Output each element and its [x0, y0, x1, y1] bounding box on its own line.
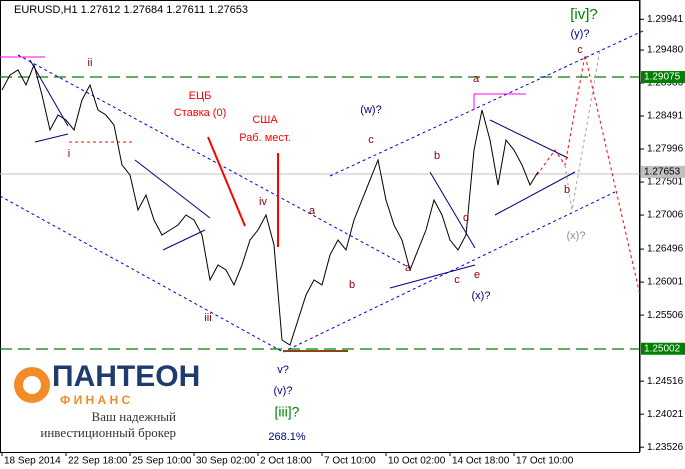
wave-label: (x)?: [567, 230, 586, 242]
x-tick-label: 17 Oct 10:00: [516, 456, 574, 467]
wave-label: a: [473, 73, 480, 85]
wave-label: i: [68, 148, 70, 160]
wave-label: d: [463, 212, 469, 224]
plot-frame: [0, 0, 640, 453]
y-tick-label: 1.25506: [647, 310, 684, 321]
channel-line: [17, 54, 411, 269]
wave-label: a: [309, 205, 316, 217]
wave-label: (x)?: [472, 290, 491, 302]
x-tick-label: 14 Oct 18:00: [452, 456, 510, 467]
trend-line: [134, 159, 211, 219]
wave-label: iii: [204, 312, 211, 324]
y-tick-label: 1.29480: [647, 45, 684, 56]
wave-label: iv: [259, 196, 267, 208]
wave-label: a: [405, 262, 412, 274]
wave-label: b: [434, 150, 440, 162]
y-tick-label: 1.24021: [647, 409, 684, 420]
wave-label: Ставка (0): [174, 107, 227, 119]
wave-label: c: [368, 134, 374, 146]
chart-title: EURUSD,H1 1.27612 1.27684 1.27611 1.2765…: [14, 4, 248, 16]
logo-text: Ваш надежный: [92, 409, 176, 424]
logo-name: ПАНТЕОН: [52, 360, 200, 393]
wave-label: c: [577, 44, 583, 56]
x-tick-label: 30 Sep 02:00: [196, 456, 256, 467]
level-label: 1.29075: [644, 72, 681, 83]
x-tick-label: 25 Sep 10:00: [132, 456, 192, 467]
logo-sub: Ф И Н А Н С: [60, 393, 131, 407]
wave-label: b: [564, 184, 570, 196]
level-box: [641, 165, 685, 178]
trend-line: [389, 264, 476, 289]
logo-text: инвестиционный брокер: [40, 425, 176, 440]
wave-label: (w)?: [360, 104, 381, 116]
trend-line: [494, 171, 576, 216]
x-tick-label: 10 Oct 02:00: [388, 456, 446, 467]
wave-label: (y)?: [571, 28, 590, 40]
trend-line: [429, 171, 476, 249]
event-line: [207, 136, 246, 227]
trend-line: [34, 133, 69, 143]
level-label: 1.27653: [644, 167, 681, 178]
wave-label: b: [349, 279, 355, 291]
y-tick-label: 1.27996: [647, 144, 684, 155]
wave-label: (v)?: [274, 385, 293, 397]
y-tick-label: 1.28491: [647, 111, 684, 122]
wave-label: e: [474, 269, 480, 281]
level-label: 1.25002: [644, 343, 681, 354]
price-line: [1, 63, 539, 346]
wave-label: [iv]?: [570, 6, 598, 23]
y-tick-label: 1.27501: [647, 177, 684, 188]
trend-line: [29, 59, 69, 127]
y-tick-label: 1.26001: [647, 277, 684, 288]
wave-label: c: [454, 274, 460, 286]
wave-label: ЕЦБ: [189, 90, 212, 102]
level-box: [641, 342, 685, 355]
trendlines: [0, 29, 646, 353]
logo: ПАНТЕОН Ф И Н А Н С Ваш надежный инвести…: [14, 360, 200, 440]
x-tick-label: 2 Oct 18:00: [260, 456, 312, 467]
channel-line: [282, 191, 616, 353]
wave-label: США: [252, 114, 278, 126]
trend-line: [162, 229, 206, 251]
y-tick-label: 1.27006: [647, 210, 684, 221]
logo-icon: [23, 376, 41, 394]
wave-label: Раб. мест.: [239, 132, 291, 144]
trend-line: [489, 119, 569, 159]
x-tick-label: 22 Sep 18:00: [68, 456, 128, 467]
wave-label: [iii]?: [275, 404, 300, 420]
y-tick-label: 1.29941: [647, 14, 684, 25]
x-tick-label: 7 Oct 10:00: [324, 456, 376, 467]
wave-label: v?: [277, 364, 289, 376]
x-tick-label: 18 Sep 2014: [4, 456, 61, 467]
wave-label: ii: [88, 57, 93, 69]
y-tick-label: 1.28986: [647, 78, 684, 89]
y-tick-label: 1.23526: [647, 442, 684, 453]
level-box: [641, 71, 685, 84]
y-tick-label: 1.24516: [647, 376, 684, 387]
channel-line: [329, 29, 646, 177]
wave-label: 268.1%: [268, 431, 306, 443]
y-tick-label: 1.26496: [647, 244, 684, 255]
